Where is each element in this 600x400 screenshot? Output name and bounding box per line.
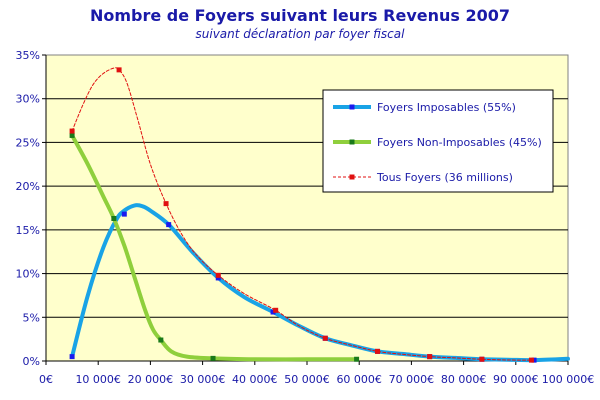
series-3-point <box>479 356 485 362</box>
series-3-point <box>322 335 328 341</box>
series-1-point <box>69 354 75 360</box>
x-tick-label: 70 000€ <box>389 373 435 386</box>
x-tick-label: 80 000€ <box>441 373 487 386</box>
series-2-point <box>210 355 216 361</box>
x-tick-label: 100 000€ <box>542 373 595 386</box>
y-tick-label: 15% <box>16 224 40 237</box>
series-2-point <box>111 215 117 221</box>
series-markers <box>69 67 537 363</box>
series-1-point <box>531 357 537 363</box>
y-tick-label: 35% <box>16 49 40 62</box>
y-tick-label: 10% <box>16 268 40 281</box>
x-tick-label: 40 000€ <box>232 373 278 386</box>
series-3-point <box>116 67 122 73</box>
axes: 0% 5% 10% 15% 20% 25% 30% 35% 0€ 10 000€ 20 000€ 30… <box>16 49 595 386</box>
x-tick-label: 0€ <box>39 373 53 386</box>
legend-entry-3-label: Tous Foyers (36 millions) <box>376 171 513 184</box>
series-3-point <box>273 307 279 313</box>
y-tick-label: 20% <box>16 180 40 193</box>
series-2-point <box>158 337 164 343</box>
y-tick-label: 30% <box>16 93 40 106</box>
series-3-point <box>163 201 169 207</box>
series-3-point <box>528 357 534 363</box>
y-tick-label: 5% <box>23 311 40 324</box>
series-1-point <box>121 211 127 217</box>
legend-entry-1-label: Foyers Imposables (55%) <box>377 101 516 114</box>
series-1-point <box>166 222 172 228</box>
chart-subtitle: suivant déclaration par foyer fiscal <box>195 27 405 41</box>
legend: Foyers Imposables (55%) Foyers Non-Imposa… <box>322 89 554 193</box>
series-1-point <box>270 309 276 315</box>
x-tick-label: 90 000€ <box>493 373 539 386</box>
series-3-point <box>215 272 221 278</box>
legend-entry-1-marker-swatch <box>349 104 355 110</box>
x-tick-label: 50 000€ <box>284 373 330 386</box>
y-tick-label: 25% <box>16 136 40 149</box>
legend-entry-2-marker-swatch <box>349 139 355 145</box>
x-tick-label: 60 000€ <box>336 373 382 386</box>
series-2-point <box>69 132 75 138</box>
series-1-point <box>215 275 221 281</box>
series-2-line <box>70 133 359 362</box>
series-3-point <box>69 128 75 134</box>
series-2-point <box>354 356 360 362</box>
series-3-point <box>374 348 380 354</box>
x-tick-label: 30 000€ <box>180 373 226 386</box>
y-tick-label: 0% <box>23 355 40 368</box>
x-tick-label: 10 000€ <box>75 373 121 386</box>
legend-entry-3-marker-swatch <box>349 174 355 180</box>
series-3-point <box>427 354 433 360</box>
chart-title: Nombre de Foyers suivant leurs Revenus 2… <box>89 6 511 25</box>
x-tick-label: 20 000€ <box>128 373 174 386</box>
legend-entry-2-label: Foyers Non-Imposables (45%) <box>377 136 542 149</box>
